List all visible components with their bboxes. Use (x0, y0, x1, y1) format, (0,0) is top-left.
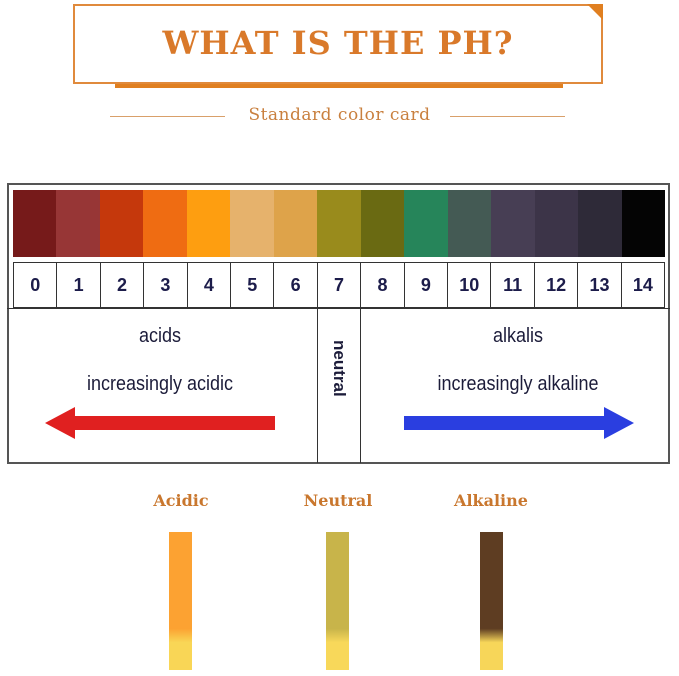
strip-label-neutral: Neutral (303, 491, 373, 510)
swatch-ph-14 (621, 190, 666, 257)
right-arrow-icon (404, 407, 634, 439)
ph-number: 3 (144, 263, 188, 307)
swatch-ph-3 (143, 190, 187, 257)
corner-accent (587, 4, 603, 20)
swatch-ph-5 (230, 190, 274, 257)
subtitle: Standard color card (248, 105, 431, 125)
test-strip-alkaline (480, 532, 503, 670)
ph-number: 2 (101, 263, 145, 307)
ph-number: 11 (491, 263, 535, 307)
ph-number: 0 (14, 263, 58, 307)
acids-label: acids (138, 325, 182, 347)
swatch-ph-13 (578, 190, 622, 257)
swatch-ph-10 (447, 190, 492, 257)
divider-left (110, 116, 225, 117)
swatch-ph-6 (273, 190, 318, 257)
neutral-column (317, 308, 361, 463)
title-underline (115, 84, 563, 88)
swatch-ph-8 (360, 190, 405, 257)
swatch-ph-12 (534, 190, 579, 257)
swatch-ph-2 (99, 190, 144, 257)
ph-number: 5 (231, 263, 275, 307)
left-arrow-icon (45, 407, 275, 439)
swatch-ph-7 (317, 190, 361, 257)
ph-number: 13 (578, 263, 622, 307)
color-swatches (13, 190, 666, 257)
test-strip-acidic (169, 532, 192, 670)
ph-ranges (7, 308, 670, 464)
ph-number: 9 (405, 263, 449, 307)
ph-number: 8 (361, 263, 405, 307)
ph-number: 1 (57, 263, 101, 307)
alkalis-label: alkalis (492, 325, 544, 347)
test-strip-neutral (326, 532, 349, 670)
ph-number: 4 (188, 263, 232, 307)
strip-label-acidic: Acidic (153, 491, 209, 510)
strip-label-alkaline: Alkaline (454, 491, 528, 510)
alkalis-description: increasingly alkaline (437, 373, 599, 395)
neutral-label: neutral (330, 339, 349, 397)
title-frame (73, 4, 603, 84)
ph-numbers: 0 1 2 3 4 5 6 7 8 9 10 11 12 13 14 (13, 262, 665, 308)
swatch-ph-4 (186, 190, 231, 257)
ph-number: 7 (318, 263, 362, 307)
acids-description: increasingly acidic (86, 373, 234, 395)
swatch-ph-11 (491, 190, 535, 257)
ph-number: 6 (274, 263, 318, 307)
divider-right (450, 116, 565, 117)
ph-number: 14 (632, 274, 653, 295)
ph-number: 12 (535, 263, 579, 307)
swatch-ph-1 (56, 190, 100, 257)
swatch-ph-9 (404, 190, 448, 257)
swatch-ph-0 (13, 190, 57, 257)
page-title: WHAT IS THE PH? (162, 24, 514, 62)
ph-number: 10 (448, 263, 492, 307)
